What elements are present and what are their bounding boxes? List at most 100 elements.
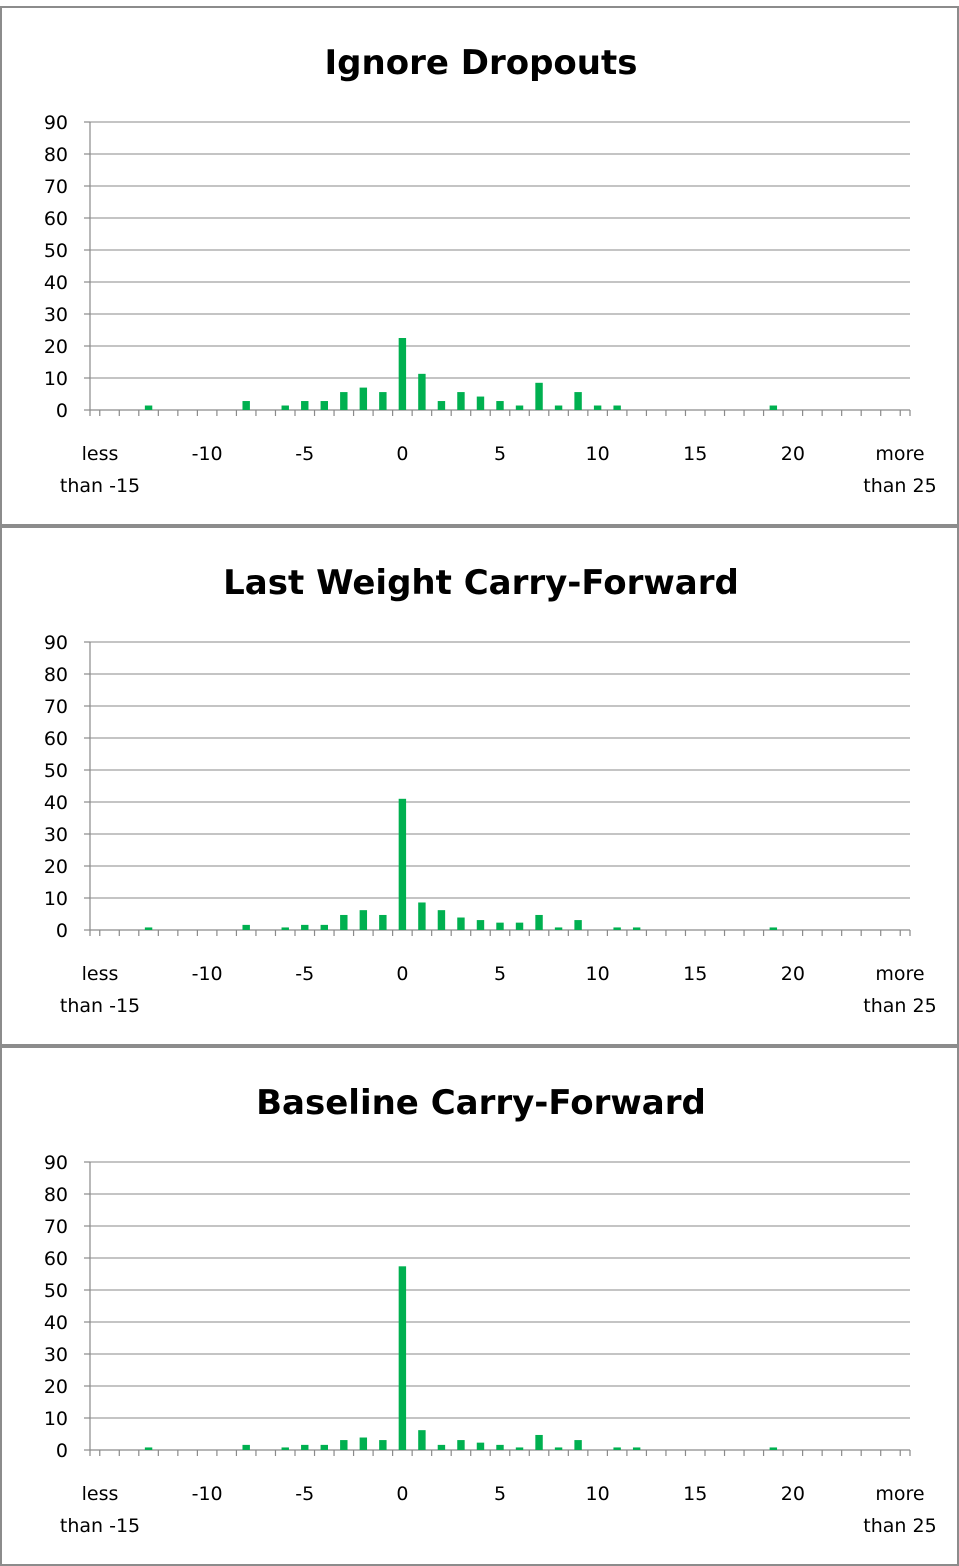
bar-x-11 xyxy=(613,927,621,930)
x-tick-label: 20 xyxy=(781,1483,805,1505)
x-tick-label: 0 xyxy=(396,1483,408,1505)
bar-x--5 xyxy=(301,401,309,410)
y-tick-label: 40 xyxy=(44,792,68,814)
bar-x-8 xyxy=(554,405,563,410)
y-tick-label: 20 xyxy=(44,336,68,358)
x-tick-label: -10 xyxy=(192,1483,223,1505)
bar-x--2 xyxy=(359,910,368,930)
bar-x-2 xyxy=(437,1444,446,1450)
bar-x-3 xyxy=(457,1440,465,1450)
chart-title: Last Weight Carry-Forward xyxy=(223,563,739,603)
y-tick-label: 20 xyxy=(44,856,68,878)
bar-x--2 xyxy=(359,1437,368,1450)
bar-x-9 xyxy=(574,1440,582,1450)
y-tick-label: 70 xyxy=(44,696,68,718)
x-tick-label: -5 xyxy=(295,1483,314,1505)
y-tick-label: 50 xyxy=(44,240,68,262)
y-tick-label: 80 xyxy=(44,144,68,166)
y-tick-label: 40 xyxy=(44,272,68,294)
y-tick-label: 0 xyxy=(56,400,68,422)
bar-x-12 xyxy=(632,927,641,930)
y-tick-label: 60 xyxy=(44,1248,68,1270)
bar-x--1 xyxy=(379,392,387,410)
x-tick-label: -5 xyxy=(295,963,314,985)
bar-x-19 xyxy=(769,405,778,410)
bar-x--3 xyxy=(340,914,348,930)
x-tick-label: -5 xyxy=(295,443,314,465)
chart-title: Ignore Dropouts xyxy=(325,43,638,83)
x-tick-label: more xyxy=(875,963,924,985)
bar-x-1 xyxy=(418,373,426,410)
bar-x-6 xyxy=(515,405,524,410)
bar-x--1 xyxy=(379,914,387,930)
bar-x-6 xyxy=(515,1447,524,1450)
bar-x-19 xyxy=(769,1447,778,1450)
x-tick-label: 20 xyxy=(781,443,805,465)
bar-x-19 xyxy=(769,927,778,930)
x-tick-label: 20 xyxy=(781,963,805,985)
bar-x-3 xyxy=(457,392,465,410)
bar-x-3 xyxy=(457,917,465,930)
bar-x--4 xyxy=(320,924,328,930)
bar-x-4 xyxy=(476,1442,485,1450)
x-tick-label: than -15 xyxy=(60,475,140,497)
bar-x-4 xyxy=(476,920,485,930)
chart-ignore-dropouts: Ignore Dropouts0102030405060708090lessth… xyxy=(44,43,937,497)
bar-x--5 xyxy=(301,1444,309,1450)
bar-x--8 xyxy=(242,401,250,410)
bar-x--2 xyxy=(359,387,368,410)
y-tick-label: 70 xyxy=(44,176,68,198)
chart-baseline-carry-forward: Baseline Carry-Forward010203040506070809… xyxy=(44,1083,937,1537)
chart-panel-baseline-carry-forward: Baseline Carry-Forward 0 10 20 30 40 50 60 70 80 9… xyxy=(0,1046,959,1566)
y-tick-label: 30 xyxy=(44,304,68,326)
bar-x-12 xyxy=(632,1447,641,1450)
bar-x-1 xyxy=(418,902,426,930)
x-tick-label: 5 xyxy=(494,963,506,985)
bar-x-8 xyxy=(554,927,563,930)
x-tick-label: 5 xyxy=(494,1483,506,1505)
y-tick-label: 60 xyxy=(44,728,68,750)
y-tick-label: 10 xyxy=(44,1408,68,1430)
bar-x-0 xyxy=(398,338,407,410)
x-tick-label: -10 xyxy=(192,443,223,465)
bar-x--4 xyxy=(320,401,328,410)
x-tick-label: than -15 xyxy=(60,1515,140,1537)
bar-x-2 xyxy=(437,401,446,410)
y-tick-label: 50 xyxy=(44,1280,68,1302)
x-tick-label: more xyxy=(875,1483,924,1505)
bar-x-0 xyxy=(398,1266,407,1450)
bar-x--6 xyxy=(281,927,289,930)
x-tick-label: than 25 xyxy=(863,475,936,497)
bar-x-7 xyxy=(535,914,543,930)
x-tick-label: 10 xyxy=(586,963,610,985)
bar-x--8 xyxy=(242,1444,250,1450)
x-tick-label: 15 xyxy=(683,963,707,985)
y-tick-label: 20 xyxy=(44,1376,68,1398)
bar-x-9 xyxy=(574,920,582,930)
bar-x-7 xyxy=(535,1434,543,1450)
x-tick-label: than 25 xyxy=(863,1515,936,1537)
bar-x--13 xyxy=(144,405,153,410)
bar-x-1 xyxy=(418,1430,426,1450)
chart-panel-last-weight-carry-forward: Last Weight Carry-Forward 0 10 20 30 40 50 60 70… xyxy=(0,526,959,1046)
bar-x--13 xyxy=(144,927,153,930)
chart-panel-ignore-dropouts: Ignore Dropouts 0 10 20 30 40 50 60 70 80 90 less th… xyxy=(0,6,959,526)
bar-x--6 xyxy=(281,1447,289,1450)
x-tick-label: 15 xyxy=(683,1483,707,1505)
bar-x-7 xyxy=(535,382,543,410)
bar-x-0 xyxy=(398,798,407,930)
bar-x--6 xyxy=(281,405,289,410)
bar-x--3 xyxy=(340,392,348,410)
x-tick-label: 5 xyxy=(494,443,506,465)
x-tick-label: 0 xyxy=(396,443,408,465)
x-tick-label: 10 xyxy=(586,1483,610,1505)
y-tick-label: 80 xyxy=(44,1184,68,1206)
y-tick-label: 60 xyxy=(44,208,68,230)
y-tick-label: 30 xyxy=(44,824,68,846)
chart-last-weight-carry-forward: Last Weight Carry-Forward010203040506070… xyxy=(44,563,937,1017)
bar-x-6 xyxy=(515,922,524,930)
y-tick-label: 10 xyxy=(44,888,68,910)
chart-title: Baseline Carry-Forward xyxy=(256,1083,706,1123)
x-tick-label: -10 xyxy=(192,963,223,985)
x-tick-label: less xyxy=(82,963,119,985)
